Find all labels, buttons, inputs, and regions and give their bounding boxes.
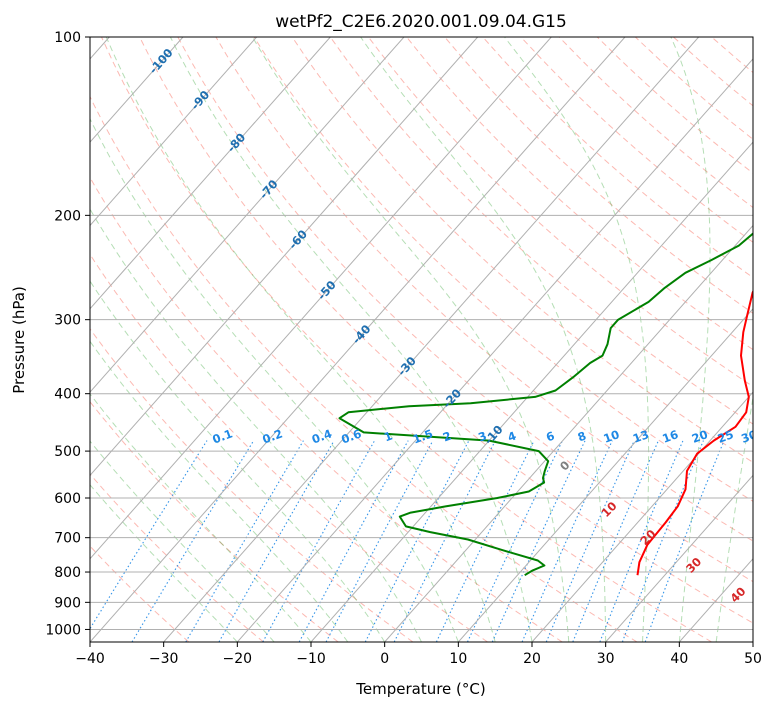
chart-title: wetPf2_C2E6.2020.001.09.04.G15 [275, 12, 567, 32]
y-tick-label: 400 [54, 387, 81, 403]
x-tick-label: 50 [744, 651, 762, 667]
x-tick-label: 40 [670, 651, 688, 667]
y-tick-label: 700 [54, 531, 81, 547]
y-axis-label: Pressure (hPa) [10, 286, 28, 394]
x-axis-label: Temperature (°C) [355, 680, 485, 698]
x-tick-label: −10 [296, 651, 326, 667]
y-tick-label: 600 [54, 491, 81, 507]
x-tick-label: 10 [449, 651, 467, 667]
x-tick-label: 30 [597, 651, 615, 667]
x-tick-label: 20 [523, 651, 541, 667]
x-tick-label: −40 [75, 651, 105, 667]
y-tick-label: 300 [54, 313, 81, 329]
y-tick-label: 1000 [45, 622, 81, 638]
y-tick-label: 900 [54, 595, 81, 611]
y-tick-label: 500 [54, 444, 81, 460]
x-tick-label: −20 [223, 651, 253, 667]
y-tick-label: 100 [54, 30, 81, 46]
x-tick-label: −30 [149, 651, 179, 667]
x-tick-label: 0 [380, 651, 389, 667]
y-tick-label: 800 [54, 565, 81, 581]
y-tick-label: 200 [54, 208, 81, 224]
